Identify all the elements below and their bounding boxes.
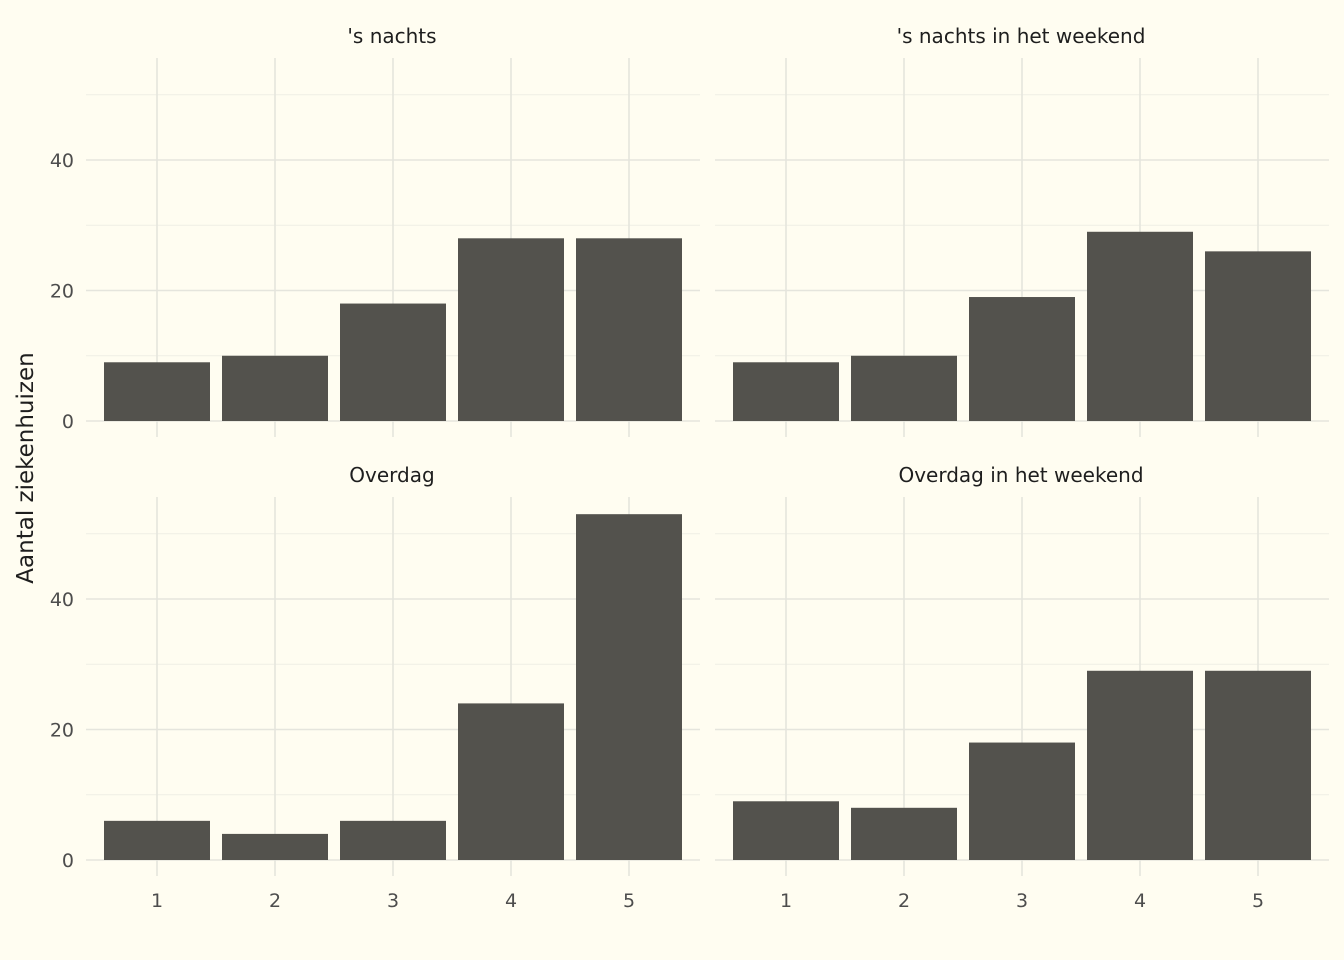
facet-title: 's nachts bbox=[347, 24, 436, 48]
x-tick-label: 3 bbox=[1016, 890, 1028, 912]
bar bbox=[851, 807, 957, 860]
bar bbox=[222, 833, 328, 860]
y-tick-label: 20 bbox=[50, 720, 74, 742]
x-tick-label: 5 bbox=[1252, 890, 1264, 912]
bar bbox=[1205, 251, 1311, 421]
x-tick-label: 1 bbox=[780, 890, 792, 912]
facet-title: Overdag in het weekend bbox=[898, 463, 1143, 487]
bar bbox=[1087, 670, 1193, 860]
bar bbox=[1205, 670, 1311, 860]
bar bbox=[576, 238, 682, 421]
bar bbox=[458, 238, 564, 421]
bar bbox=[1087, 231, 1193, 421]
x-tick-label: 2 bbox=[898, 890, 910, 912]
facet-title: 's nachts in het weekend bbox=[897, 24, 1146, 48]
y-tick-label: 40 bbox=[50, 589, 74, 611]
bar bbox=[733, 362, 839, 421]
y-tick-label: 0 bbox=[62, 411, 74, 433]
bar bbox=[576, 514, 682, 860]
bar bbox=[222, 355, 328, 421]
bar bbox=[104, 820, 210, 860]
x-tick-label: 4 bbox=[505, 890, 517, 912]
y-tick-label: 0 bbox=[62, 850, 74, 872]
y-tick-label: 40 bbox=[50, 150, 74, 172]
bar bbox=[851, 355, 957, 421]
bar bbox=[969, 742, 1075, 860]
x-tick-label: 1 bbox=[151, 890, 163, 912]
bar bbox=[969, 297, 1075, 421]
x-tick-label: 5 bbox=[623, 890, 635, 912]
bar bbox=[733, 801, 839, 860]
bar bbox=[104, 362, 210, 421]
x-tick-label: 4 bbox=[1134, 890, 1146, 912]
bar bbox=[340, 820, 446, 860]
y-tick-label: 20 bbox=[50, 281, 74, 303]
x-tick-label: 3 bbox=[387, 890, 399, 912]
bar bbox=[340, 303, 446, 421]
facet-title: Overdag bbox=[349, 463, 434, 487]
bar bbox=[458, 703, 564, 860]
x-tick-label: 2 bbox=[269, 890, 281, 912]
